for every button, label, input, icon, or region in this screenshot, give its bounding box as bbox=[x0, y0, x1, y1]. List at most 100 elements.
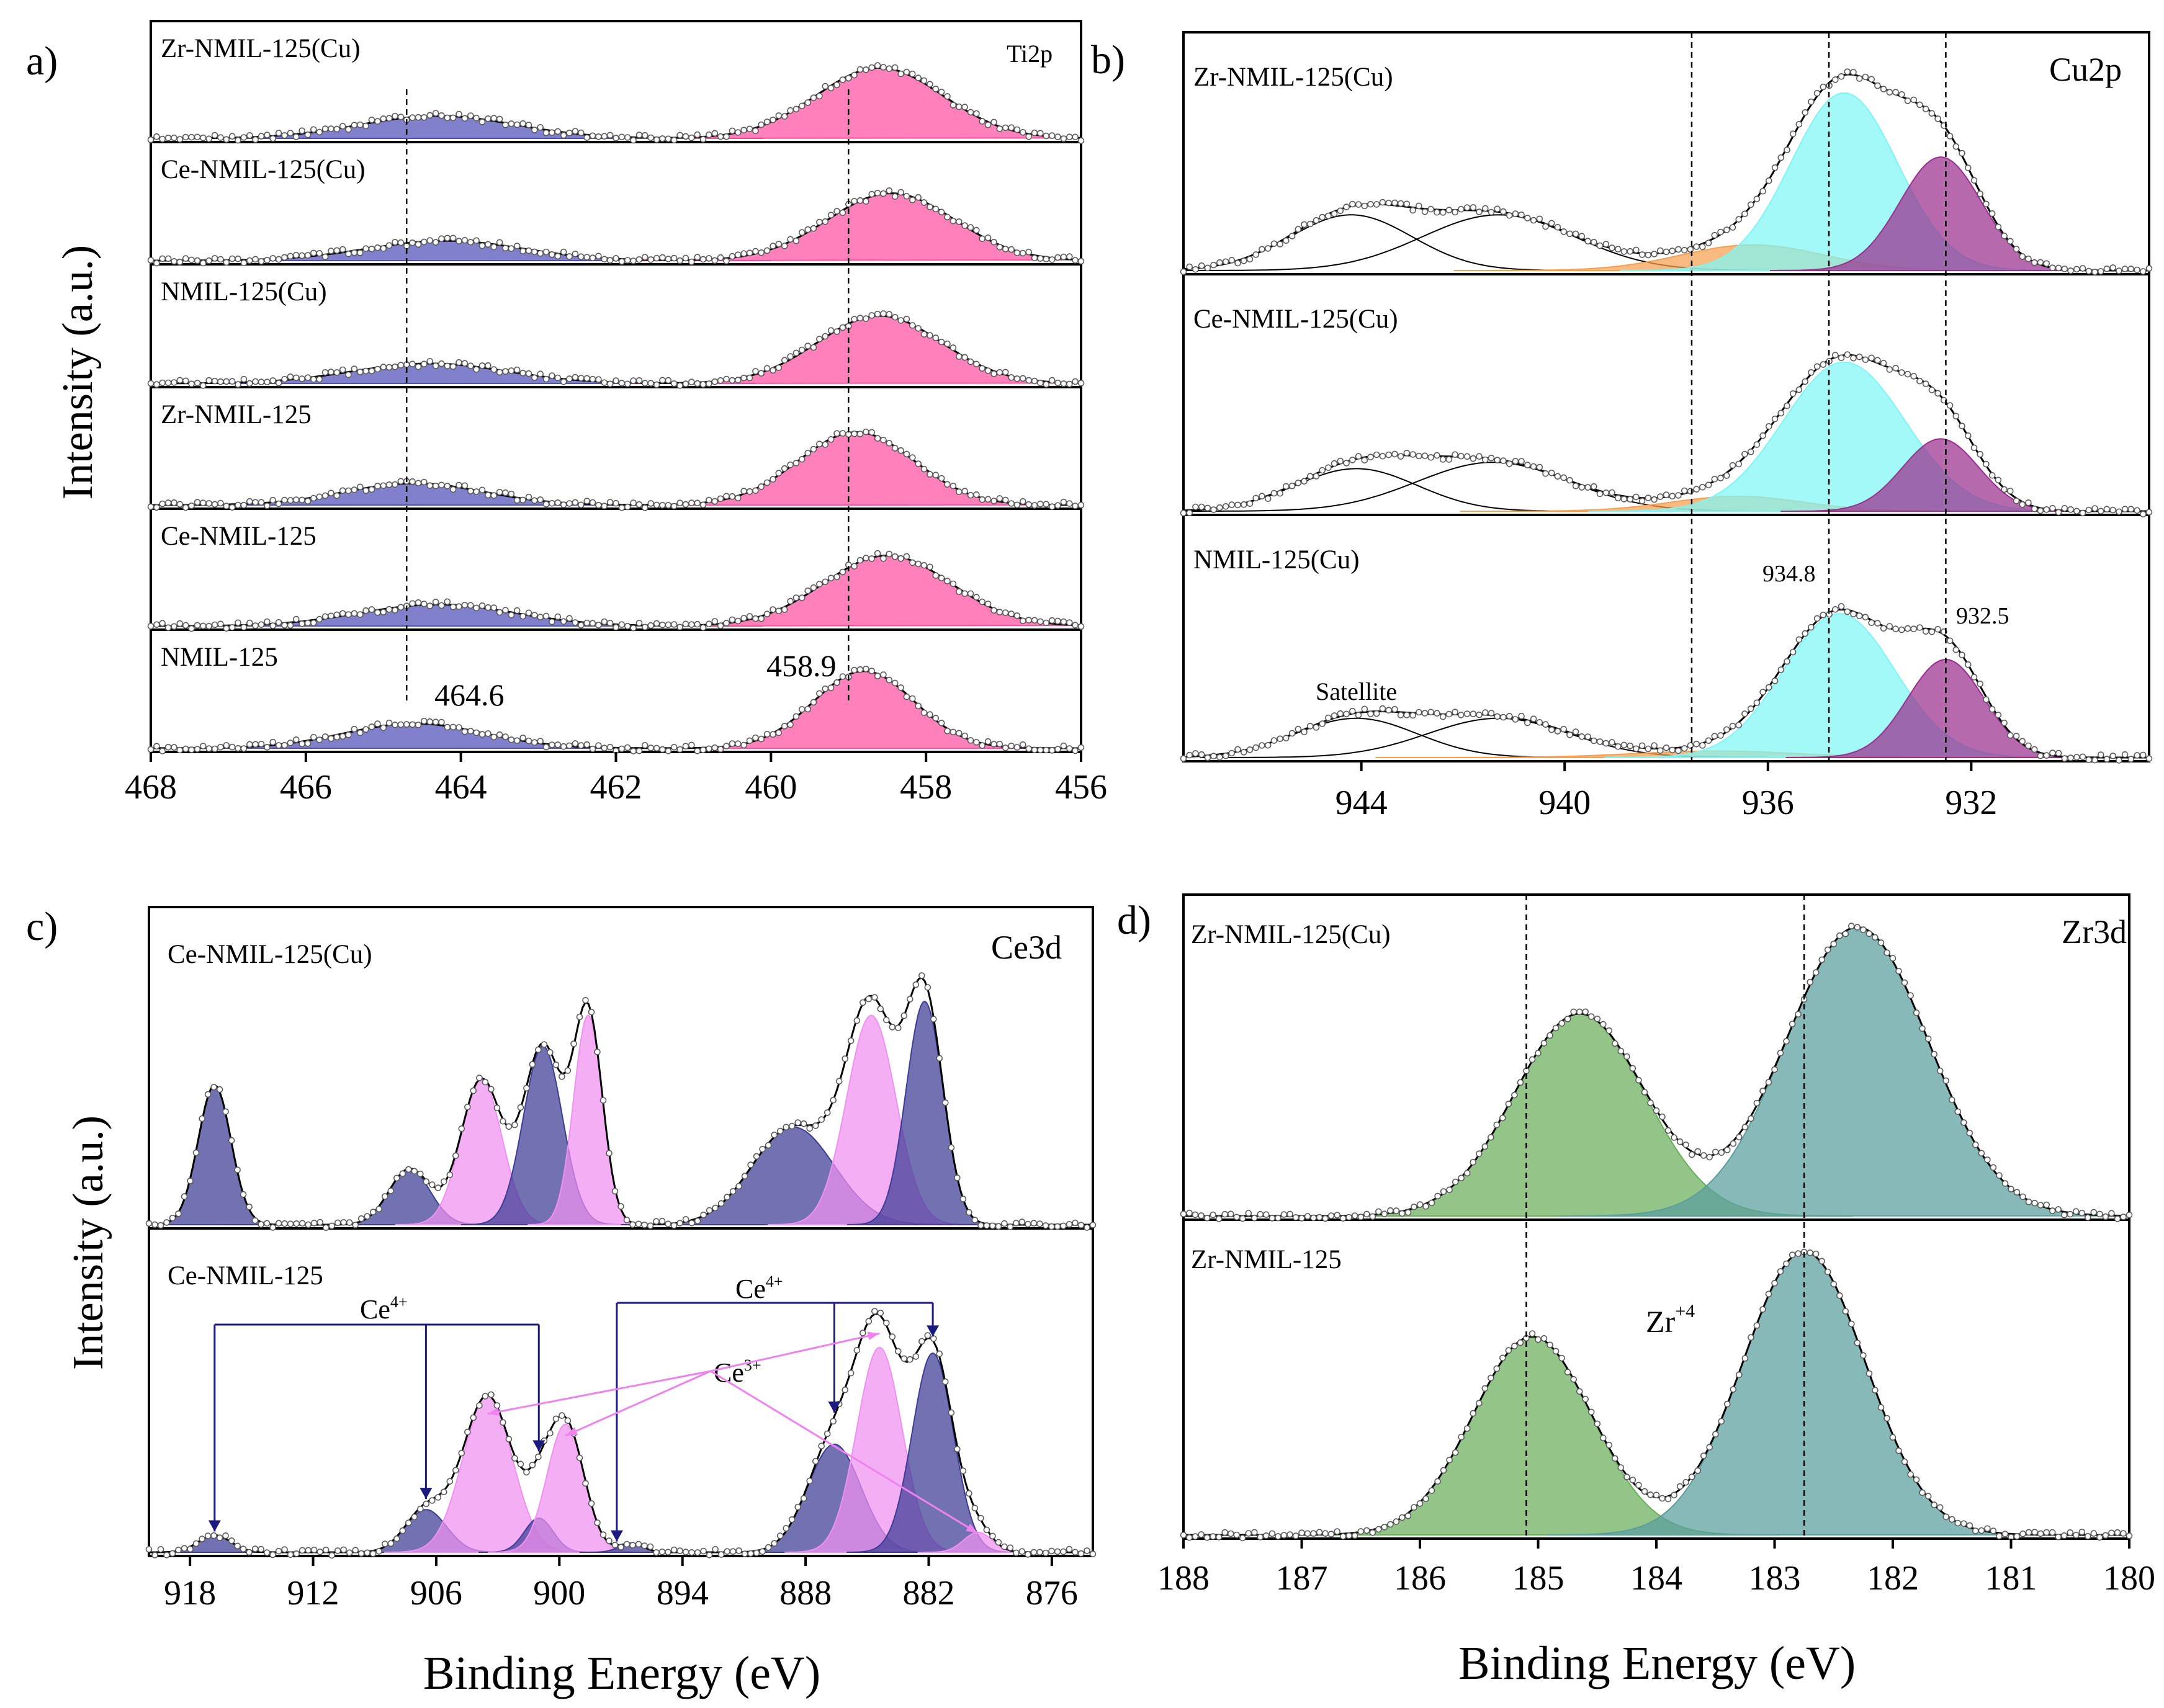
data-point bbox=[1048, 747, 1056, 754]
data-point bbox=[984, 496, 992, 503]
panel-a-series-label: NMIL-125 bbox=[161, 643, 278, 672]
data-point bbox=[299, 127, 305, 135]
data-point bbox=[936, 1350, 943, 1357]
data-point bbox=[246, 1204, 253, 1210]
data-point bbox=[1349, 707, 1356, 715]
data-point bbox=[740, 127, 747, 134]
data-point bbox=[781, 606, 788, 613]
data-point bbox=[781, 243, 788, 249]
data-point bbox=[490, 492, 498, 499]
data-point bbox=[1865, 930, 1873, 937]
data-point bbox=[403, 243, 410, 249]
data-point bbox=[950, 102, 957, 109]
data-point bbox=[740, 374, 747, 382]
data-point bbox=[915, 324, 922, 332]
data-point bbox=[588, 1500, 595, 1507]
data-point bbox=[642, 742, 649, 749]
data-point bbox=[362, 487, 369, 494]
data-point bbox=[159, 500, 166, 507]
data-point bbox=[537, 250, 544, 257]
data-point bbox=[2085, 506, 2093, 514]
data-point bbox=[415, 722, 422, 728]
data-point bbox=[205, 745, 213, 752]
data-point bbox=[950, 482, 957, 490]
data-point bbox=[995, 1223, 1002, 1230]
data-point bbox=[601, 379, 608, 387]
data-point bbox=[1518, 712, 1525, 720]
data-point bbox=[576, 1013, 583, 1021]
data-point bbox=[1421, 710, 1429, 717]
data-point bbox=[1428, 1487, 1435, 1494]
data-point bbox=[1077, 1222, 1085, 1229]
data-point bbox=[1192, 750, 1199, 757]
data-point bbox=[824, 1109, 831, 1116]
data-point bbox=[1844, 608, 1851, 615]
data-point bbox=[2043, 260, 2050, 267]
data-point bbox=[519, 735, 526, 741]
data-point bbox=[1959, 651, 1965, 658]
data-point bbox=[996, 495, 1003, 502]
data-point bbox=[729, 1188, 737, 1195]
data-point bbox=[299, 620, 305, 627]
data-point bbox=[299, 375, 305, 382]
data-point bbox=[1872, 934, 1879, 941]
data-point bbox=[1020, 741, 1026, 748]
data-point bbox=[880, 671, 887, 678]
data-point bbox=[1275, 1533, 1282, 1540]
data-point bbox=[996, 125, 1003, 132]
data-point bbox=[1325, 212, 1332, 220]
data-point bbox=[1928, 110, 1936, 117]
data-point bbox=[1547, 1032, 1553, 1039]
panel-d-annotation-zr4: Zr+4 bbox=[1646, 1301, 1695, 1339]
panel-c-ylabel: Intensity (a.u.) bbox=[65, 1116, 112, 1370]
data-point bbox=[1227, 1530, 1234, 1537]
data-point bbox=[1651, 742, 1658, 749]
data-point bbox=[1327, 1531, 1335, 1537]
data-point bbox=[292, 374, 300, 382]
data-point bbox=[322, 1546, 330, 1554]
data-point bbox=[818, 1442, 825, 1449]
data-point bbox=[1874, 82, 1881, 89]
data-point bbox=[1002, 744, 1009, 751]
data-point bbox=[1880, 359, 1887, 367]
data-point bbox=[792, 713, 800, 720]
data-point bbox=[444, 483, 451, 490]
data-point bbox=[199, 382, 207, 389]
data-point bbox=[1960, 1119, 1967, 1126]
data-point bbox=[601, 256, 608, 263]
data-point bbox=[2037, 259, 2044, 266]
data-point bbox=[746, 613, 753, 620]
data-point bbox=[792, 105, 800, 113]
data-point bbox=[618, 380, 626, 387]
data-point bbox=[176, 136, 184, 143]
data-point bbox=[1536, 719, 1543, 726]
data-point bbox=[682, 743, 689, 749]
data-point bbox=[1675, 747, 1682, 754]
panel-c-label: c) bbox=[26, 904, 58, 949]
data-point bbox=[275, 742, 282, 749]
data-point bbox=[1500, 713, 1507, 721]
data-point bbox=[1824, 1268, 1831, 1276]
data-point bbox=[1306, 723, 1314, 730]
data-point bbox=[1481, 1385, 1489, 1392]
data-point bbox=[665, 135, 672, 143]
data-point bbox=[1072, 622, 1079, 629]
data-point bbox=[368, 606, 375, 613]
data-point bbox=[153, 381, 160, 388]
data-point bbox=[1198, 262, 1205, 269]
data-point bbox=[467, 362, 474, 370]
data-point bbox=[1013, 612, 1021, 619]
data-point bbox=[182, 504, 189, 511]
data-point bbox=[1089, 1222, 1097, 1228]
data-point bbox=[1018, 1218, 1026, 1225]
data-point bbox=[1259, 493, 1265, 500]
data-point bbox=[264, 132, 271, 138]
data-point bbox=[192, 1149, 200, 1156]
data-point bbox=[420, 238, 428, 246]
data-point bbox=[1582, 1008, 1589, 1016]
data-point bbox=[1216, 504, 1223, 511]
data-point bbox=[1037, 130, 1044, 137]
data-point bbox=[1657, 747, 1664, 754]
data-point bbox=[1699, 742, 1706, 749]
data-point bbox=[525, 737, 532, 744]
